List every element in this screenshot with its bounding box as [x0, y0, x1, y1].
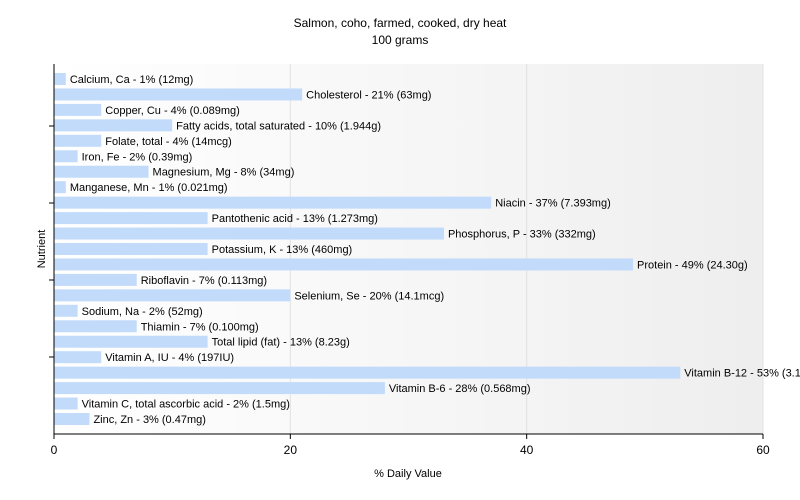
data-label: Iron, Fe - 2% (0.39mg)	[82, 151, 193, 163]
data-label: Magnesium, Mg - 8% (34mg)	[153, 167, 295, 179]
bar	[54, 258, 634, 271]
bar	[54, 335, 208, 348]
data-label: Thiamin - 7% (0.100mg)	[141, 321, 259, 333]
chart-title: Salmon, coho, farmed, cooked, dry heat	[294, 16, 507, 30]
bar	[54, 289, 291, 302]
bar	[54, 88, 303, 101]
bar	[54, 382, 385, 395]
bar	[54, 103, 102, 116]
bar	[54, 351, 102, 364]
bar	[54, 397, 78, 410]
data-label: Vitamin A, IU - 4% (197IU)	[105, 352, 234, 364]
data-label: Vitamin C, total ascorbic acid - 2% (1.5…	[82, 399, 290, 411]
bar	[54, 304, 78, 317]
data-label: Total lipid (fat) - 13% (8.23g)	[212, 337, 350, 349]
bar	[54, 243, 208, 255]
bars	[54, 73, 681, 425]
data-label: Niacin - 37% (7.393mg)	[495, 198, 611, 210]
data-label: Manganese, Mn - 1% (0.021mg)	[70, 182, 228, 194]
bar	[54, 196, 492, 209]
bar	[54, 150, 78, 163]
bar	[54, 181, 66, 194]
bar	[54, 366, 681, 379]
chart-subtitle: 100 grams	[372, 33, 429, 47]
data-label: Copper, Cu - 4% (0.089mg)	[105, 105, 240, 117]
data-label: Riboflavin - 7% (0.113mg)	[141, 275, 267, 287]
x-tick-label: 40	[520, 443, 534, 457]
data-label: Fatty acids, total saturated - 10% (1.94…	[176, 120, 381, 132]
data-label: Phosphorus, P - 33% (332mg)	[448, 229, 596, 241]
bar	[54, 165, 149, 178]
bar-labels: Calcium, Ca - 1% (12mg) Cholesterol - 21%…	[70, 74, 800, 426]
y-axis-label: Nutrient	[36, 230, 48, 269]
data-label: Selenium, Se - 20% (14.1mcg)	[294, 290, 444, 302]
data-label: Folate, total - 4% (14mcg)	[105, 136, 232, 148]
data-label: Protein - 49% (24.30g)	[637, 259, 748, 271]
x-tick-label: 0	[51, 443, 58, 457]
x-tick-label: 60	[756, 443, 770, 457]
x-ticks: 0 20 40 60	[49, 125, 770, 457]
data-label: Sodium, Na - 2% (52mg)	[82, 306, 203, 318]
bar	[54, 212, 208, 225]
data-label: Vitamin B-6 - 28% (0.568mg)	[389, 383, 531, 395]
data-label: Calcium, Ca - 1% (12mg)	[70, 74, 193, 86]
data-label: Potassium, K - 13% (460mg)	[212, 244, 353, 256]
x-axis-label: % Daily Value	[374, 468, 442, 480]
bar	[54, 227, 444, 240]
bar	[54, 73, 66, 85]
bar	[54, 273, 137, 286]
data-label: Zinc, Zn - 3% (0.47mg)	[93, 414, 205, 426]
data-label: Cholesterol - 21% (63mg)	[306, 89, 431, 101]
bar	[54, 134, 102, 147]
data-label: Pantothenic acid - 13% (1.273mg)	[212, 213, 378, 225]
data-label: Vitamin B-12 - 53% (3.17mcg)	[684, 368, 800, 380]
bar	[54, 413, 90, 425]
bar	[54, 320, 137, 333]
x-tick-label: 20	[284, 443, 298, 457]
bar	[54, 119, 173, 132]
